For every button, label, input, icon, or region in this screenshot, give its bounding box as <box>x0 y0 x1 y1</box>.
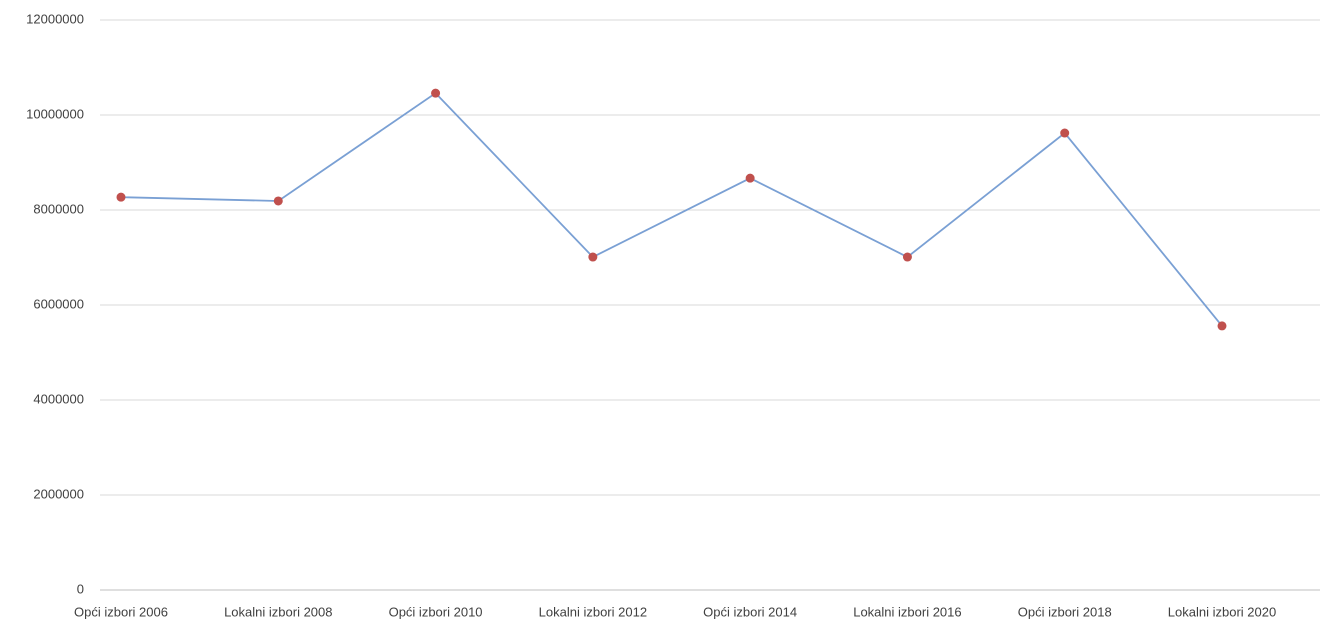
x-tick-label: Opći izbori 2014 <box>703 604 797 619</box>
y-tick-label: 12000000 <box>26 11 84 26</box>
marker <box>1060 128 1070 138</box>
y-tick-label: 8000000 <box>33 201 84 216</box>
marker <box>902 252 912 262</box>
x-tick-label: Opći izbori 2006 <box>74 604 168 619</box>
line <box>120 91 1223 327</box>
x-tick-label: Opći izbori 2010 <box>389 604 483 619</box>
y-tick-label: 0 <box>77 581 84 596</box>
x-tick-label: Lokalni izbori 2008 <box>224 604 332 619</box>
marker <box>745 173 755 183</box>
x-tick-label: Lokalni izbori 2012 <box>539 604 647 619</box>
y-tick-label: 2000000 <box>33 486 84 501</box>
marker <box>431 88 441 98</box>
y-tick-label: 10000000 <box>26 106 84 121</box>
marker <box>116 192 126 202</box>
x-tick-label: Lokalni izbori 2016 <box>853 604 961 619</box>
marker <box>588 252 598 262</box>
marker <box>1217 321 1227 331</box>
x-tick-label: Opći izbori 2018 <box>1018 604 1112 619</box>
y-tick-label: 6000000 <box>33 296 84 311</box>
marker <box>273 196 283 206</box>
x-tick-label: Lokalni izbori 2020 <box>1168 604 1276 619</box>
y-tick-label: 4000000 <box>33 391 84 406</box>
